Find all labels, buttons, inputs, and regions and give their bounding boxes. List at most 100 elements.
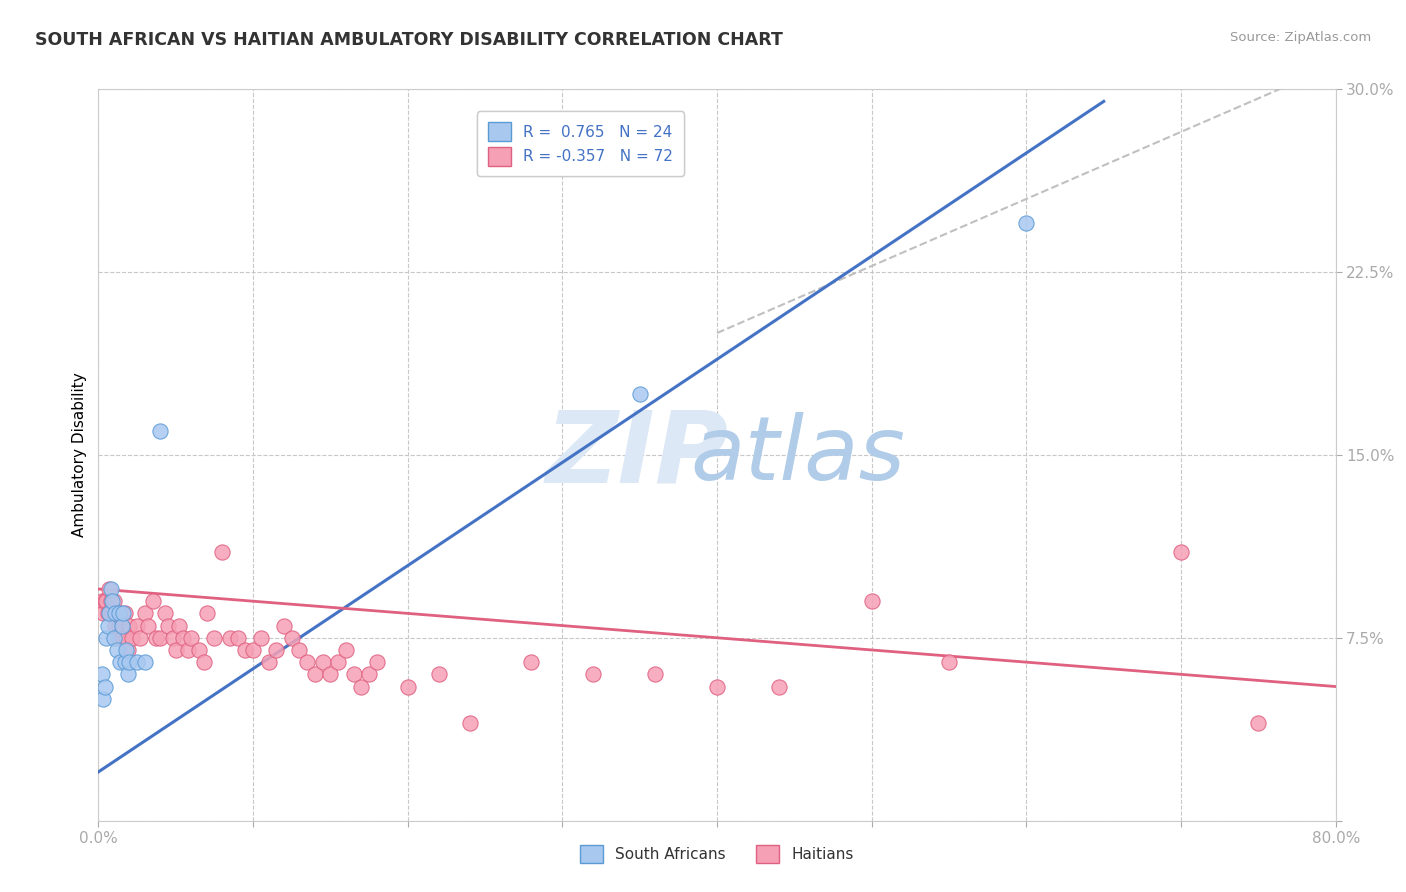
Point [319,667,342,681]
Point [281,631,304,645]
Point [103,631,125,645]
Point [768,680,790,694]
Point [134,655,156,669]
Point [628,387,651,401]
Point [145,631,167,645]
Point [107,618,129,632]
Point [288,643,311,657]
Point [304,667,326,681]
Point [264,643,288,657]
Point [114,655,136,669]
Point [149,631,172,645]
Point [141,594,165,608]
Point [233,643,257,657]
Point [177,643,200,657]
Point [644,667,666,681]
Point [396,680,419,694]
Point [117,643,139,657]
Point [149,424,172,438]
Point [98,607,121,621]
Point [112,631,135,645]
Legend: R =  0.765   N = 24, R = -0.357   N = 72: R = 0.765 N = 24, R = -0.357 N = 72 [477,112,683,177]
Point [162,631,184,645]
Point [195,607,218,621]
Point [90,594,112,608]
Point [165,643,187,657]
Point [257,655,280,669]
Point [96,594,118,608]
Point [91,691,114,706]
Point [127,618,149,632]
Point [211,545,233,559]
Point [153,607,176,621]
Point [108,607,131,621]
Point [100,594,122,608]
Point [101,607,124,621]
Point [90,667,112,681]
Point [343,667,366,681]
Point [115,631,138,645]
Point [366,655,388,669]
Point [242,643,264,657]
Point [427,667,450,681]
Point [312,655,335,669]
Point [112,607,135,621]
Point [172,631,194,645]
Point [520,655,543,669]
Point [1015,216,1038,230]
Point [157,618,180,632]
Text: Source: ZipAtlas.com: Source: ZipAtlas.com [1230,31,1371,45]
Point [93,594,115,608]
Point [350,680,373,694]
Point [108,655,131,669]
Point [706,680,728,694]
Point [180,631,202,645]
Point [219,631,242,645]
Point [98,582,121,596]
Point [129,631,152,645]
Point [121,631,143,645]
Point [250,631,273,645]
Point [105,643,128,657]
Point [100,582,122,596]
Point [458,716,481,731]
Point [297,655,319,669]
Point [273,618,295,632]
Point [118,618,141,632]
Point [1170,545,1192,559]
Point [93,680,115,694]
Point [938,655,960,669]
Point [193,655,215,669]
Point [105,631,128,645]
Point [117,667,139,681]
Point [1247,716,1270,731]
Point [582,667,605,681]
Point [97,618,120,632]
Point [226,631,249,645]
Point [114,607,136,621]
Point [167,618,190,632]
Point [860,594,883,608]
Point [335,643,357,657]
Point [104,618,127,632]
Point [111,618,132,632]
Point [91,607,114,621]
Point [357,667,380,681]
Point [188,643,211,657]
Text: ZIP: ZIP [546,407,728,503]
Point [136,618,159,632]
Text: atlas: atlas [690,412,905,498]
Point [96,631,118,645]
Legend: South Africans, Haitians: South Africans, Haitians [568,832,866,875]
Point [101,594,124,608]
Point [118,655,141,669]
Point [103,594,125,608]
Point [326,655,350,669]
Y-axis label: Ambulatory Disability: Ambulatory Disability [72,373,87,537]
Point [107,607,129,621]
Point [104,607,127,621]
Point [204,631,226,645]
Point [111,618,132,632]
Point [97,607,120,621]
Point [134,607,156,621]
